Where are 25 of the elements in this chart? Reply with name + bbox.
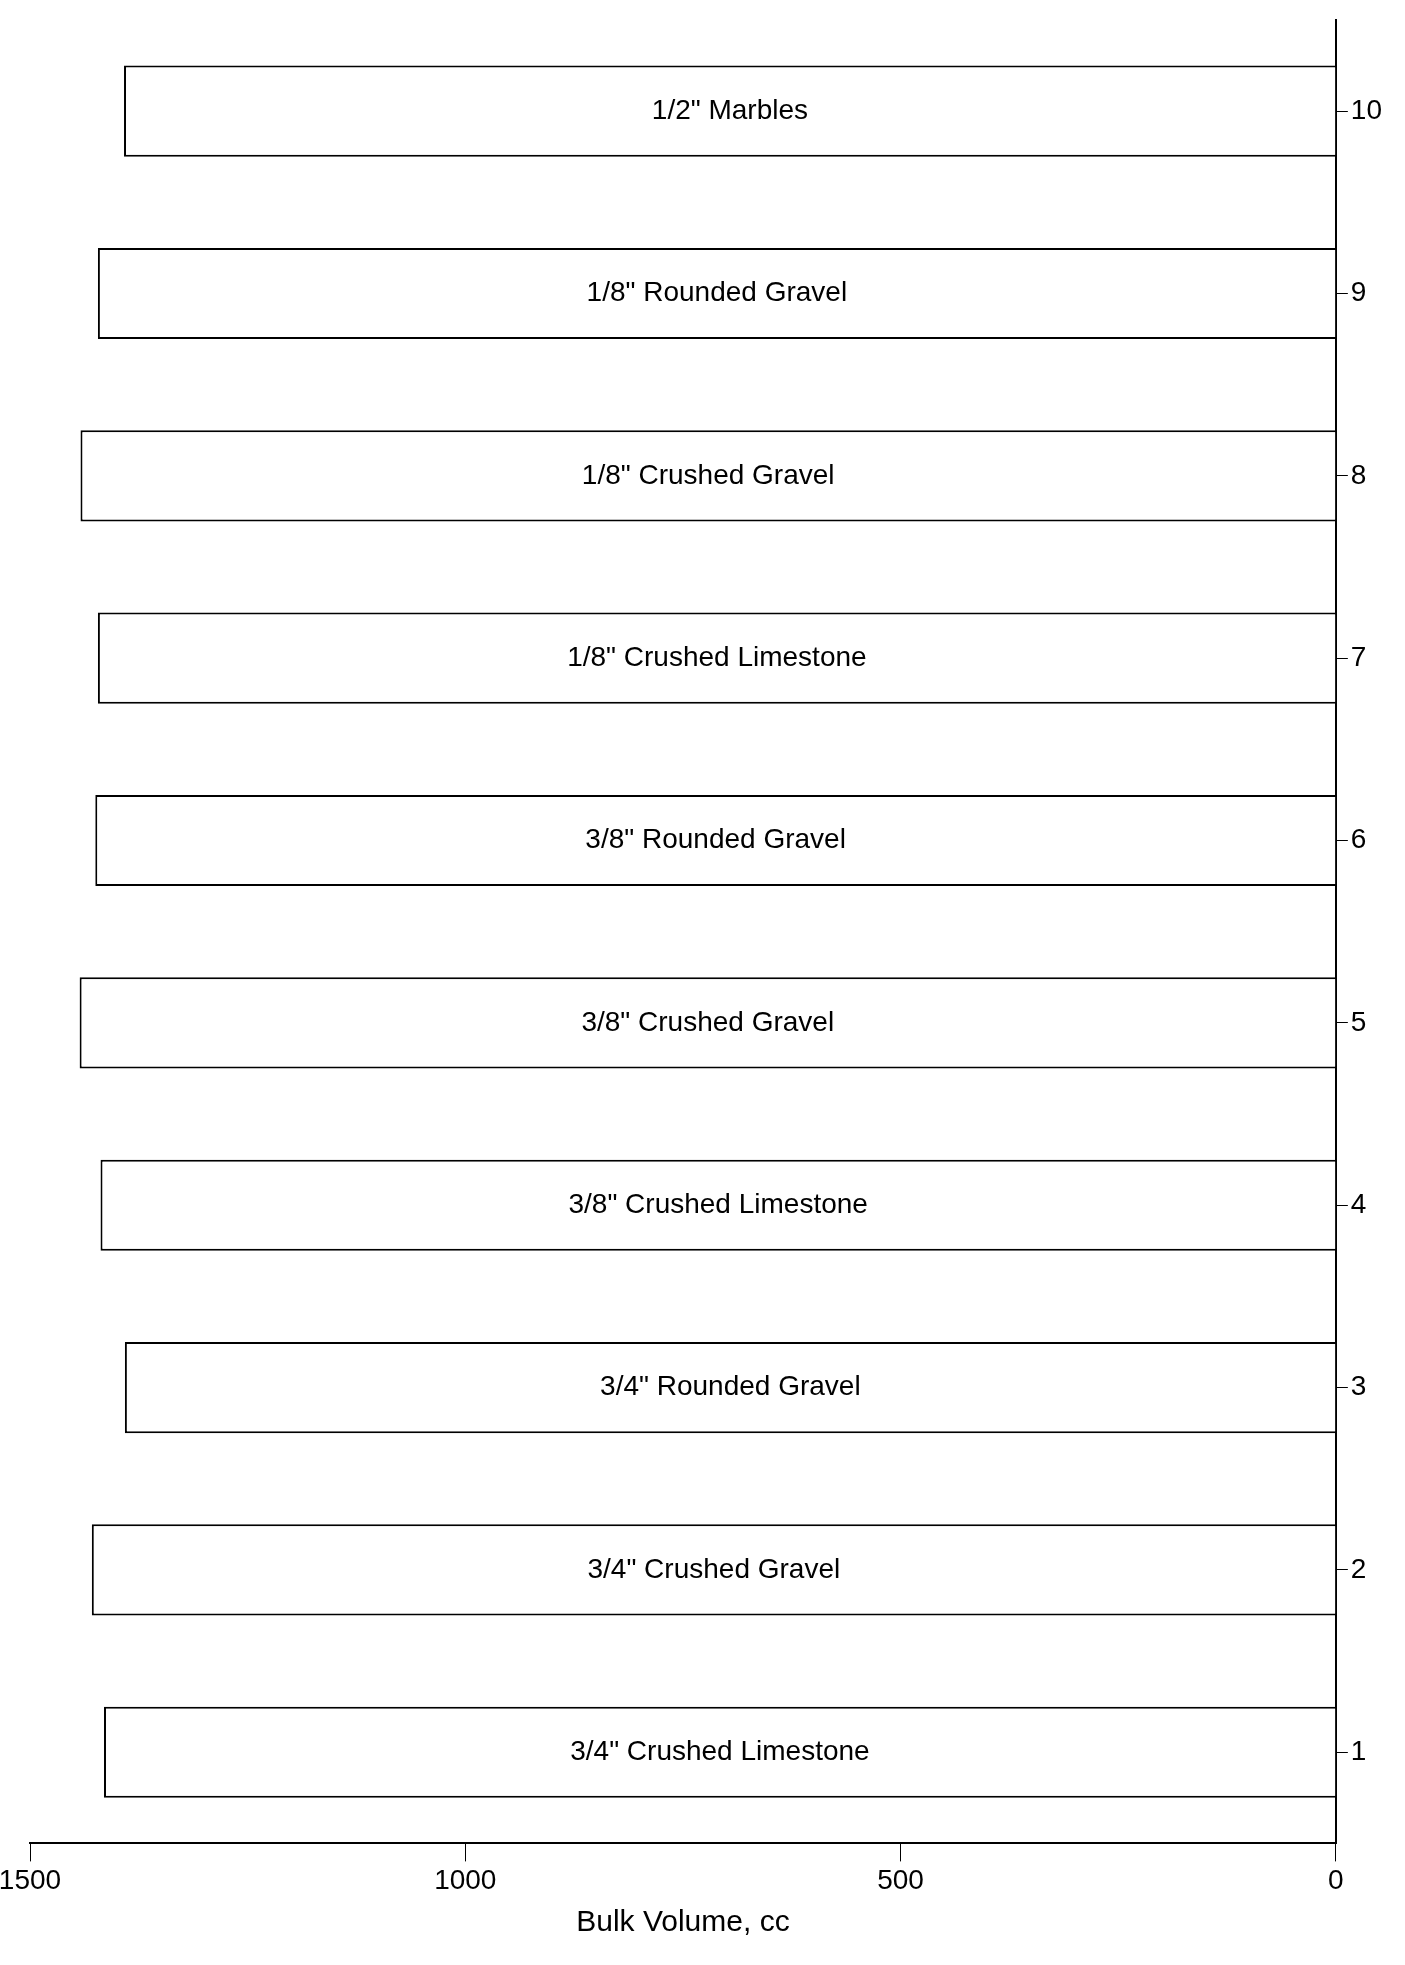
y-tick-label: 5 (1350, 1005, 1367, 1037)
y-tick-label: 4 (1350, 1187, 1367, 1219)
annotation: 3/4" Crushed Limestone (570, 1734, 870, 1766)
annotation: 1/2" Marbles (651, 93, 809, 125)
y-tick-label: 7 (1350, 640, 1367, 672)
y-tick-label: 6 (1350, 823, 1367, 855)
y-tick-label: 2 (1350, 1552, 1367, 1584)
x-tick-label: 0 (1328, 1863, 1344, 1895)
y-tick-label: 9 (1350, 276, 1367, 308)
annotation: 3/8" Crushed Gravel (581, 1005, 835, 1037)
y-tick-label: 1 (1350, 1734, 1367, 1766)
x-tick-label: 1000 (434, 1863, 497, 1895)
annotation: 3/4" Crushed Gravel (587, 1552, 841, 1584)
annotation: 3/8" Rounded Gravel (585, 823, 846, 855)
annotation: 1/8" Rounded Gravel (586, 276, 848, 308)
x-tick-label: 1500 (0, 1863, 62, 1895)
y-tick-label: 3 (1350, 1370, 1367, 1402)
annotation: 3/8" Crushed Limestone (568, 1187, 868, 1219)
y-tick-label: 8 (1350, 458, 1367, 490)
y-tick-label: 10 (1350, 93, 1383, 125)
annotation: 1/8" Crushed Limestone (567, 640, 867, 672)
x-tick-label: 500 (877, 1863, 924, 1895)
annotation: 1/8" Crushed Gravel (581, 458, 835, 490)
annotation: 3/4" Rounded Gravel (600, 1370, 861, 1402)
x-axis-title: Bulk Volume, cc (576, 1904, 790, 1938)
